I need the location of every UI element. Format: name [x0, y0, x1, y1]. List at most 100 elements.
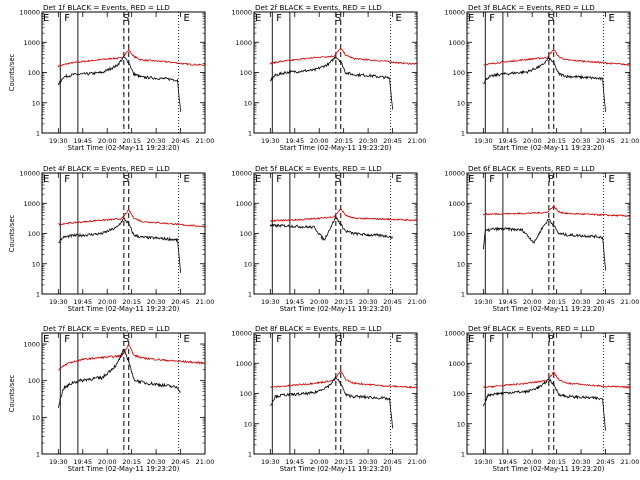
chart-title: Det 2f BLACK = Events, RED = LLD [255, 3, 382, 12]
x-tick-label: 20:15 [334, 137, 353, 145]
chart-panel-9: Det 9f BLACK = Events, RED = LLD 1 10 100 10… [444, 324, 639, 473]
chart-panel-6: Det 6f BLACK = Events, RED = LLD 1 10 100 10… [444, 164, 639, 313]
chart-panel-7: Det 7f BLACK = Events, RED = LLD 1 10 100 10… [8, 324, 214, 473]
x-tick-label: 20:30 [147, 137, 166, 145]
x-tick-label: 19:30 [474, 298, 493, 306]
series-lld-red [482, 204, 631, 218]
x-tick-label: 20:45 [383, 458, 402, 466]
series-events-black [482, 218, 606, 271]
x-tick-label: 20:30 [359, 458, 378, 466]
y-tick-label: 1000 [23, 39, 40, 47]
y-tick-label: 100 [240, 390, 252, 398]
marker-label: E [608, 334, 614, 345]
x-tick-label: 20:15 [547, 458, 566, 466]
x-tick-label: 20:00 [310, 458, 329, 466]
y-tick-label: 1 [36, 291, 40, 299]
marker-label: F [276, 174, 282, 185]
marker-label: F [489, 174, 495, 185]
y-tick-label: 10000 [444, 9, 465, 17]
marker-label: F [64, 174, 70, 185]
y-tick-label: 1 [461, 291, 465, 299]
x-tick-label: 19:30 [474, 458, 493, 466]
y-tick-label: 10000 [444, 330, 465, 338]
y-tick-label: 10000 [444, 170, 465, 178]
x-tick-label: 20:30 [147, 298, 166, 306]
y-tick-label: 10 [457, 99, 465, 107]
x-axis-label: Start Time (02-May-11 19:23:20) [493, 305, 605, 313]
y-tick-label: 100 [453, 230, 465, 238]
chart-panel-4: Det 4f BLACK = Events, RED = LLD 1 10 100 10… [8, 164, 214, 313]
x-tick-label: 21:00 [621, 137, 640, 145]
chart-panel-1: Det 1f BLACK = Events, RED = LLD 1 10 100 10… [8, 3, 214, 152]
y-tick-label: 10 [244, 99, 252, 107]
y-tick-label: 1000 [235, 360, 252, 368]
x-tick-label: 20:30 [359, 298, 378, 306]
y-tick-label: 1 [461, 451, 465, 459]
x-tick-label: 20:00 [310, 298, 329, 306]
y-tick-label: 100 [240, 230, 252, 238]
x-tick-label: 20:30 [572, 137, 591, 145]
x-tick-label: 21:00 [408, 458, 427, 466]
x-tick-label: 19:45 [73, 137, 92, 145]
y-tick-label: 100 [28, 230, 40, 238]
chart-panel-8: Det 8f BLACK = Events, RED = LLD 1 10 100 10… [231, 324, 426, 473]
x-tick-label: 20:15 [547, 298, 566, 306]
chart-title: Det 3f BLACK = Events, RED = LLD [468, 3, 595, 12]
x-tick-label: 20:45 [171, 458, 190, 466]
x-axis-label: Start Time (02-May-11 19:23:20) [280, 465, 392, 473]
x-tick-label: 20:45 [383, 298, 402, 306]
series-lld-red [58, 208, 206, 228]
x-tick-label: 20:00 [98, 137, 117, 145]
marker-label: S [123, 174, 129, 185]
marker-label: E [395, 174, 401, 185]
marker-label: F [489, 334, 495, 345]
x-axis-label: Start Time (02-May-11 19:23:20) [280, 305, 392, 313]
series-events-black [482, 377, 606, 431]
y-tick-label: 1000 [448, 39, 465, 47]
chart-panel-2: Det 2f BLACK = Events, RED = LLD 1 10 100 10… [231, 3, 426, 152]
x-tick-label: 19:30 [49, 458, 68, 466]
y-tick-label: 10 [244, 260, 252, 268]
x-tick-label: 20:00 [523, 458, 542, 466]
y-tick-label: 10000 [231, 9, 252, 17]
chart-title: Det 6f BLACK = Events, RED = LLD [468, 164, 595, 173]
marker-label: P [548, 174, 554, 185]
series-lld-red [270, 208, 418, 223]
marker-label: F [276, 334, 282, 345]
y-tick-label: 1 [248, 451, 252, 459]
chart-panel-5: Det 5f BLACK = Events, RED = LLD 1 10 100 10… [231, 164, 426, 313]
x-tick-label: 20:00 [523, 137, 542, 145]
marker-label: E [468, 13, 474, 24]
series-events-black [269, 376, 393, 429]
x-tick-label: 21:00 [408, 137, 427, 145]
y-tick-label: 10 [457, 260, 465, 268]
marker-label: E [255, 334, 261, 345]
y-axis-label: Counts/sec [8, 375, 16, 413]
y-tick-label: 10 [32, 260, 40, 268]
marker-label: E [395, 13, 401, 24]
marker-label: E [183, 334, 189, 345]
x-tick-label: 21:00 [196, 137, 215, 145]
y-tick-label: 10000 [231, 330, 252, 338]
x-tick-label: 20:15 [122, 458, 141, 466]
marker-label: E [468, 334, 474, 345]
x-tick-label: 20:00 [98, 298, 117, 306]
series-lld-red [57, 48, 206, 68]
x-tick-label: 20:45 [383, 137, 402, 145]
x-tick-label: 19:45 [73, 298, 92, 306]
marker-label: E [608, 13, 614, 24]
chart-title: Det 5f BLACK = Events, RED = LLD [255, 164, 382, 173]
x-tick-label: 20:30 [572, 458, 591, 466]
x-tick-label: 20:00 [523, 298, 542, 306]
x-tick-label: 19:30 [49, 298, 68, 306]
x-tick-label: 19:45 [498, 298, 517, 306]
x-tick-label: 19:45 [285, 137, 304, 145]
x-axis-label: Start Time (02-May-11 19:23:20) [493, 144, 605, 152]
x-tick-label: 20:15 [122, 298, 141, 306]
y-tick-label: 10 [32, 414, 40, 422]
y-tick-label: 100 [28, 69, 40, 77]
y-tick-label: 1 [36, 451, 40, 459]
y-tick-label: 10000 [19, 9, 40, 17]
y-tick-label: 100 [453, 69, 465, 77]
